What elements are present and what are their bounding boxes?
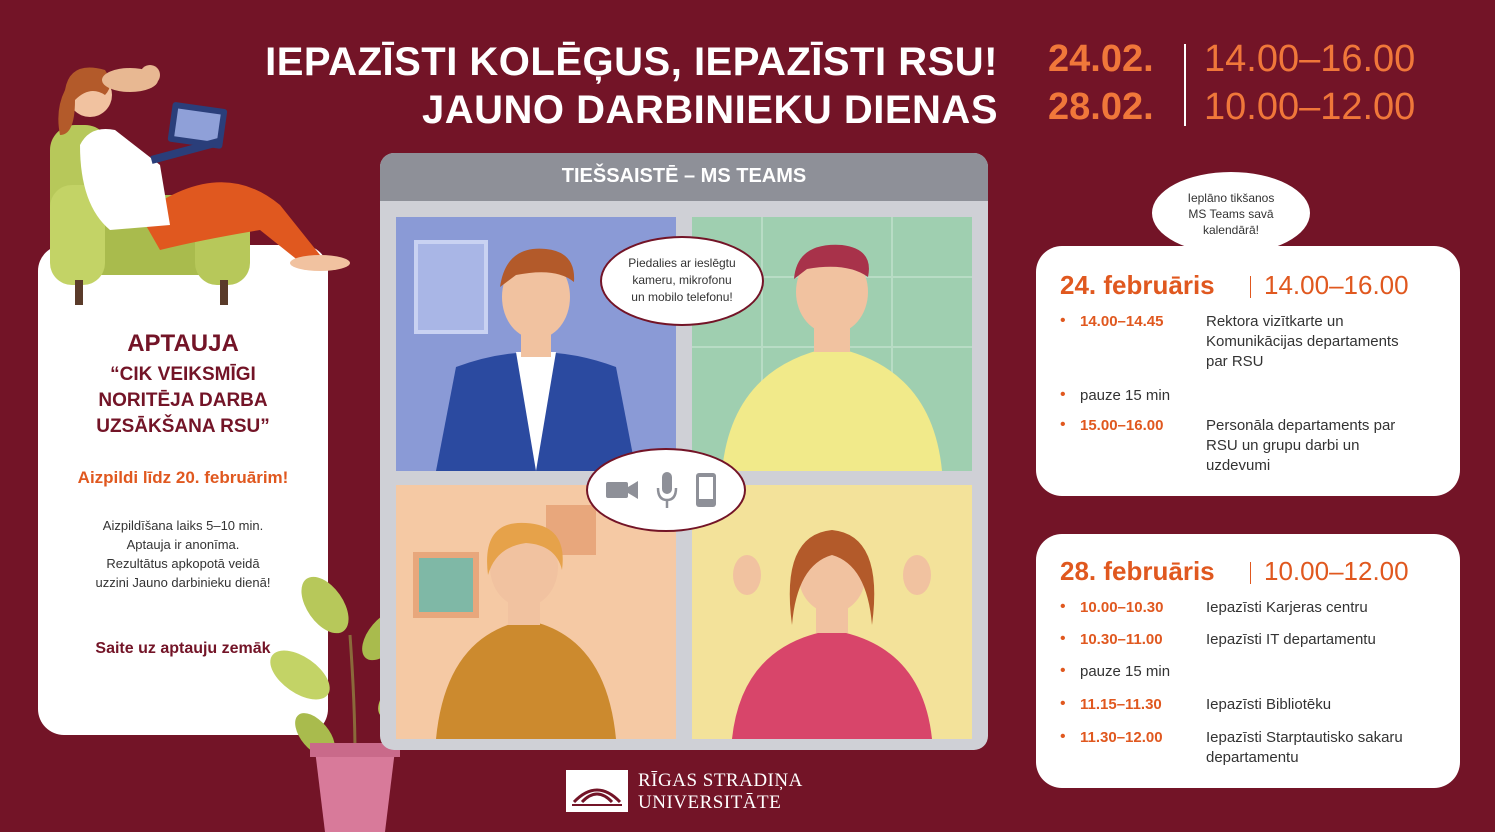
row-description: Iepazīsti Karjeras centru [1206, 599, 1368, 616]
logo-line-1: RĪGAS STRADIŅA [638, 770, 803, 791]
day-2-time: 10.00–12.00 [1264, 556, 1409, 586]
row-desc-line-1: Iepazīsti Starptautisko sakaru [1206, 729, 1403, 746]
row-description: Personāla departaments par RSU un grupu … [1206, 416, 1436, 476]
day-1-card: 24. februāris 14.00–16.00 • 14.00–14.45 … [1036, 246, 1460, 496]
survey-quote-line-3: UZSĀKŠANA RSU” [96, 416, 270, 437]
row-time: 14.00–14.45 [1080, 313, 1164, 330]
row-desc-line-1: Rektora vizītkarte un [1206, 313, 1344, 330]
row-time: 11.30–12.00 [1080, 729, 1163, 746]
camera-bubble-line-2: kameru, mikrofonu [632, 273, 732, 287]
meeting-window-title: TIEŠSAISTĒ – MS TEAMS [561, 165, 807, 187]
day-1-row-1: • 14.00–14.45 Rektora vizītkarte un Komu… [1060, 312, 1450, 372]
survey-info-line-1: Aizpildīšana laiks 5–10 min. [102, 518, 264, 533]
bullet-icon: • [1060, 728, 1066, 745]
bullet-icon: • [1060, 662, 1066, 679]
university-logo-text: RĪGAS STRADIŅA UNIVERSITĀTE [638, 770, 803, 814]
woman-armchair-illustration [50, 65, 350, 305]
row-time: 10.30–11.00 [1080, 631, 1163, 648]
day-2-row-2: • 10.30–11.00 Iepazīsti IT departamentu [1060, 630, 1450, 650]
row-desc-line-2: departamentu [1206, 749, 1299, 766]
survey-info: Aizpildīšana laiks 5–10 min. Aptauja ir … [38, 516, 328, 592]
survey-info-line-4: uzzini Jauno darbinieku dienā! [95, 575, 271, 590]
calendar-bubble-line-3: kalendārā! [1202, 223, 1260, 237]
bullet-icon: • [1060, 695, 1066, 712]
university-logo-icon [566, 770, 628, 812]
day-2-divider [1250, 562, 1251, 584]
time-1: 14.00–16.00 [1204, 38, 1416, 80]
video-camera-icon [606, 481, 638, 499]
date-1: 24.02. [1048, 38, 1154, 80]
row-desc-line-3: par RSU [1206, 353, 1264, 370]
day-2-row-3: • 11.15–11.30 Iepazīsti Bibliotēku [1060, 695, 1450, 715]
bullet-icon: • [1060, 386, 1066, 403]
devices-speech-bubble [586, 448, 746, 532]
survey-info-line-2: Aptauja ir anonīma. [126, 537, 240, 552]
day-1-divider [1250, 276, 1251, 298]
day-2-card: 28. februāris 10.00–12.00 • 10.00–10.30 … [1036, 534, 1460, 788]
survey-quote-line-2: NORITĒJA DARBA [98, 390, 268, 411]
day-2-title: 28. februāris [1060, 556, 1215, 586]
survey-link[interactable]: Saite uz aptauju zemāk [95, 640, 271, 657]
row-desc-line-1: Personāla departaments par [1206, 417, 1396, 434]
day-1-time: 14.00–16.00 [1264, 270, 1409, 300]
bullet-icon: • [1060, 416, 1066, 433]
day-2-row-1: • 10.00–10.30 Iepazīsti Karjeras centru [1060, 598, 1450, 618]
survey-heading: APTAUJA [127, 330, 239, 357]
day-2-row-pause: • pauze 15 min [1060, 662, 1450, 682]
mobile-phone-icon [696, 473, 716, 507]
row-time: 11.15–11.30 [1080, 696, 1162, 713]
title-line-1: IEPAZĪSTI KOLĒĢUS, IEPAZĪSTI RSU! [265, 40, 998, 84]
bullet-icon: • [1060, 598, 1066, 615]
survey-quote-line-1: “CIK VEIKSMĪGI [110, 364, 256, 385]
day-2-row-4: • 11.30–12.00 Iepazīsti Starptautisko sa… [1060, 728, 1450, 768]
day-1-row-2: • 15.00–16.00 Personāla departaments par… [1060, 416, 1450, 476]
survey-quote: “CIK VEIKSMĪGI NORITĒJA DARBA UZSĀKŠANA … [38, 362, 328, 440]
time-2: 10.00–12.00 [1204, 86, 1416, 128]
row-desc-line-2: RSU un grupu darbi un [1206, 437, 1360, 454]
calendar-bubble-line-1: Ieplāno tikšanos [1187, 191, 1275, 205]
survey-deadline: Aizpildi līdz 20. februārim! [77, 468, 289, 487]
camera-speech-bubble: Piedalies ar ieslēgtu kameru, mikrofonu … [600, 236, 764, 326]
row-desc-line-2: Komunikācijas departaments [1206, 333, 1399, 350]
logo-line-2: UNIVERSITĀTE [638, 792, 782, 813]
bullet-icon: • [1060, 312, 1066, 329]
day-1-title: 24. februāris [1060, 270, 1215, 300]
row-description: Rektora vizītkarte un Komunikācijas depa… [1206, 312, 1436, 372]
calendar-speech-bubble: Ieplāno tikšanos MS Teams savā kalendārā… [1150, 170, 1312, 256]
microphone-icon [656, 472, 678, 508]
row-description: Iepazīsti Bibliotēku [1206, 696, 1332, 713]
video-tile-woman-thumbs-up [692, 485, 972, 739]
row-pause: pauze 15 min [1080, 663, 1171, 680]
meeting-window-titlebar: TIEŠSAISTĒ – MS TEAMS [380, 153, 988, 201]
calendar-bubble-line-2: MS Teams savā [1188, 207, 1274, 221]
main-title: IEPAZĪSTI KOLĒĢUS, IEPAZĪSTI RSU! JAUNO … [150, 38, 998, 134]
survey-info-line-3: Rezultātus apkopotā veidā [106, 556, 260, 571]
day-1-row-pause: • pauze 15 min [1060, 386, 1450, 406]
row-desc-line-3: uzdevumi [1206, 457, 1271, 474]
bullet-icon: • [1060, 630, 1066, 647]
potted-plant-illustration [270, 576, 432, 832]
camera-bubble-line-1: Piedalies ar ieslēgtu [628, 256, 736, 270]
row-pause: pauze 15 min [1080, 387, 1171, 404]
video-tile-man-suit [396, 217, 676, 471]
row-description: Iepazīsti Starptautisko sakaru departame… [1206, 728, 1436, 768]
date-2: 28.02. [1048, 86, 1154, 128]
camera-bubble-line-3: un mobilo telefonu! [631, 290, 733, 304]
row-description: Iepazīsti IT departamentu [1206, 631, 1376, 648]
row-time: 10.00–10.30 [1080, 599, 1164, 616]
video-tile-man-sweater [692, 217, 972, 471]
title-line-2: JAUNO DARBINIEKU DIENAS [422, 88, 998, 132]
row-time: 15.00–16.00 [1080, 417, 1164, 434]
date-divider [1184, 44, 1186, 126]
